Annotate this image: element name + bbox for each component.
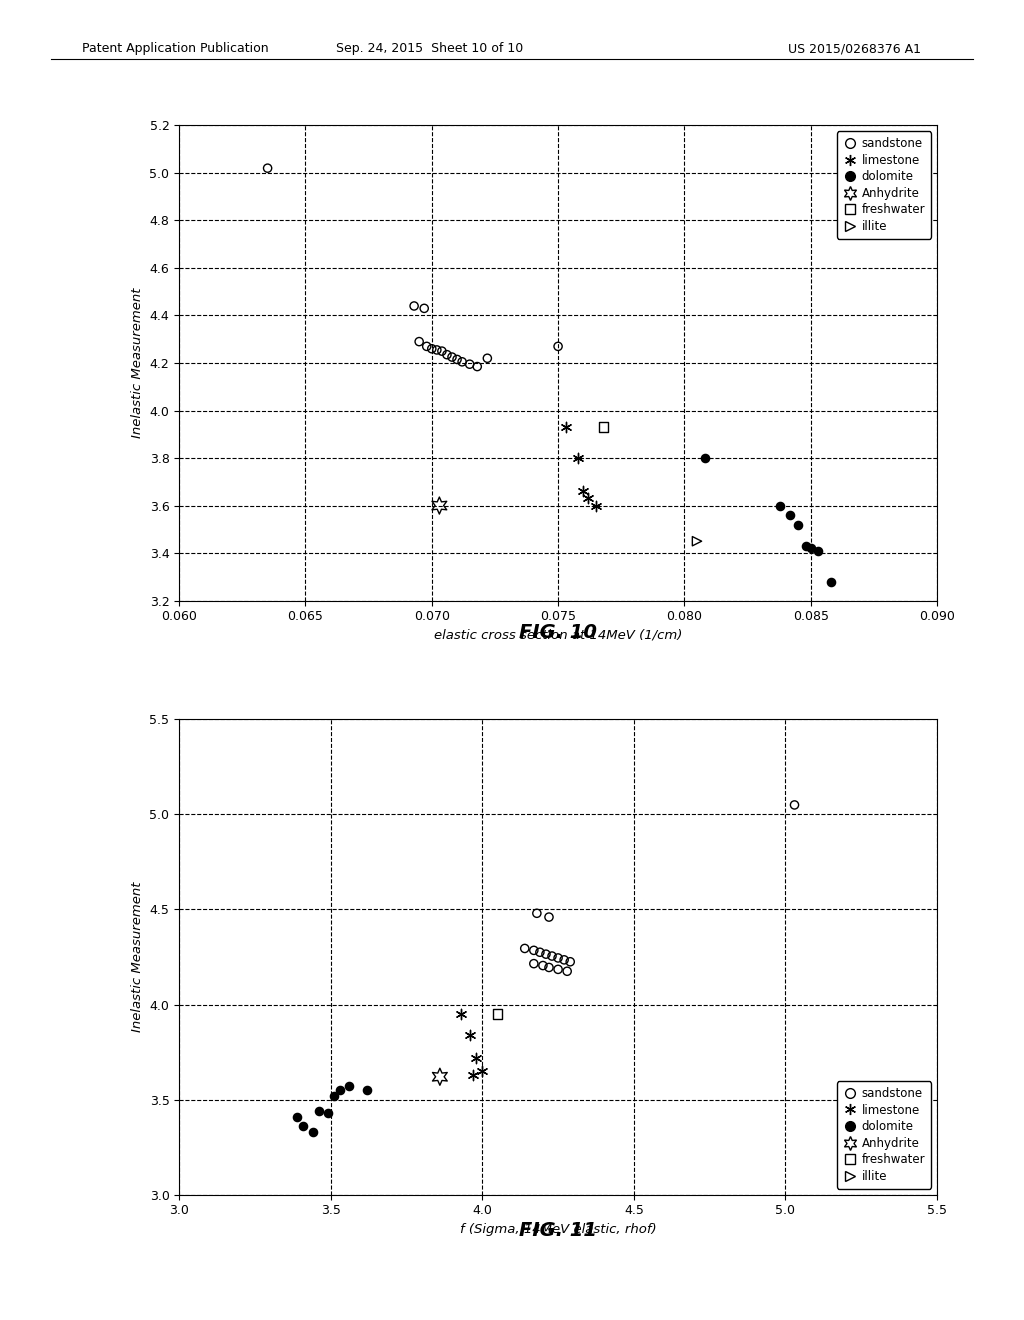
Point bbox=[810, 540, 826, 561]
Point bbox=[557, 417, 573, 438]
Point bbox=[434, 341, 451, 362]
Point bbox=[696, 447, 713, 469]
Point bbox=[406, 296, 422, 317]
Point bbox=[419, 335, 435, 356]
Point bbox=[332, 1080, 348, 1101]
Point bbox=[772, 495, 788, 516]
Point bbox=[468, 1047, 484, 1068]
Point bbox=[556, 949, 572, 970]
Point bbox=[525, 940, 542, 961]
Point bbox=[259, 157, 275, 178]
Point bbox=[326, 1085, 342, 1106]
Text: US 2015/0268376 A1: US 2015/0268376 A1 bbox=[788, 42, 922, 55]
Point bbox=[531, 941, 548, 962]
Point bbox=[541, 907, 557, 928]
Point bbox=[559, 961, 575, 982]
Point bbox=[310, 1101, 327, 1122]
Point bbox=[453, 1003, 469, 1024]
Point bbox=[822, 572, 839, 593]
Point bbox=[359, 1080, 376, 1101]
Point bbox=[803, 537, 819, 558]
Point bbox=[462, 354, 478, 375]
Point bbox=[432, 1067, 449, 1088]
Point bbox=[429, 339, 445, 360]
Point bbox=[438, 345, 455, 366]
Point bbox=[443, 347, 460, 368]
Point bbox=[295, 1115, 311, 1137]
Point bbox=[454, 351, 470, 372]
Text: Sep. 24, 2015  Sheet 10 of 10: Sep. 24, 2015 Sheet 10 of 10 bbox=[337, 42, 523, 55]
Point bbox=[786, 795, 803, 816]
Point bbox=[304, 1121, 321, 1142]
Text: FIG. 10: FIG. 10 bbox=[519, 623, 597, 642]
Text: FIG. 11: FIG. 11 bbox=[519, 1221, 597, 1239]
Point bbox=[411, 331, 427, 352]
Point bbox=[575, 480, 592, 502]
Point bbox=[516, 939, 532, 960]
Y-axis label: Inelastic Measurement: Inelastic Measurement bbox=[131, 882, 144, 1032]
Point bbox=[581, 488, 597, 510]
Point bbox=[544, 945, 560, 966]
Legend: sandstone, limestone, dolomite, Anhydrite, freshwater, illite: sandstone, limestone, dolomite, Anhydrit… bbox=[837, 1081, 931, 1189]
Point bbox=[782, 504, 799, 525]
Point bbox=[689, 531, 706, 552]
Point bbox=[416, 298, 432, 319]
Point bbox=[431, 495, 447, 516]
Point bbox=[469, 356, 485, 378]
Point bbox=[424, 338, 440, 359]
Point bbox=[289, 1106, 305, 1127]
X-axis label: elastic cross section at 14MeV (1/cm): elastic cross section at 14MeV (1/cm) bbox=[434, 628, 682, 642]
Point bbox=[790, 513, 806, 535]
Point bbox=[449, 348, 465, 370]
Point bbox=[570, 447, 587, 469]
Legend: sandstone, limestone, dolomite, Anhydrite, freshwater, illite: sandstone, limestone, dolomite, Anhydrit… bbox=[837, 131, 931, 239]
Point bbox=[528, 903, 545, 924]
Point bbox=[550, 948, 566, 969]
Point bbox=[462, 1024, 478, 1045]
Point bbox=[550, 958, 566, 979]
Point bbox=[798, 536, 814, 557]
X-axis label: f (Sigma, 14MeV elastic, rhof): f (Sigma, 14MeV elastic, rhof) bbox=[460, 1222, 656, 1236]
Point bbox=[541, 957, 557, 978]
Point bbox=[550, 335, 566, 356]
Text: Patent Application Publication: Patent Application Publication bbox=[82, 42, 268, 55]
Point bbox=[465, 1064, 481, 1085]
Point bbox=[341, 1076, 357, 1097]
Point bbox=[562, 952, 579, 973]
Point bbox=[535, 954, 551, 975]
Point bbox=[479, 347, 496, 368]
Point bbox=[538, 944, 554, 965]
Point bbox=[474, 1060, 490, 1081]
Point bbox=[588, 495, 604, 516]
Point bbox=[595, 417, 611, 438]
Point bbox=[319, 1102, 336, 1123]
Point bbox=[489, 1003, 506, 1024]
Point bbox=[525, 953, 542, 974]
Y-axis label: Inelastic Measurement: Inelastic Measurement bbox=[131, 288, 144, 438]
